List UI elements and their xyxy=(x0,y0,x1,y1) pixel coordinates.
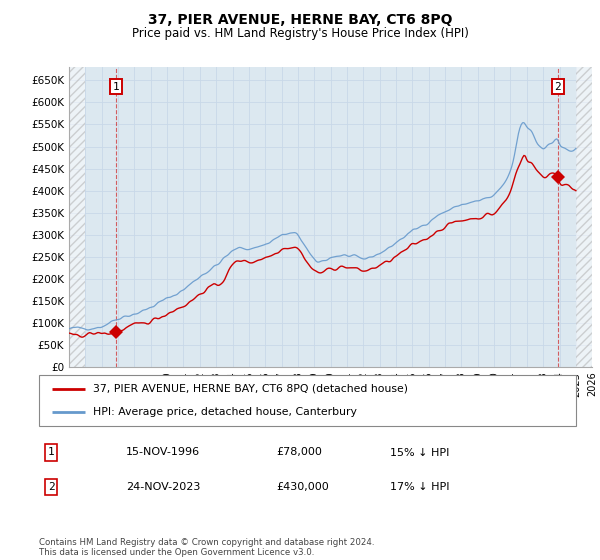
Text: 1: 1 xyxy=(113,82,119,92)
Text: £430,000: £430,000 xyxy=(276,482,329,492)
Text: 2: 2 xyxy=(554,82,561,92)
Text: 37, PIER AVENUE, HERNE BAY, CT6 8PQ: 37, PIER AVENUE, HERNE BAY, CT6 8PQ xyxy=(148,13,452,27)
Text: 24-NOV-2023: 24-NOV-2023 xyxy=(126,482,200,492)
Text: 37, PIER AVENUE, HERNE BAY, CT6 8PQ (detached house): 37, PIER AVENUE, HERNE BAY, CT6 8PQ (det… xyxy=(93,384,408,394)
Text: 15-NOV-1996: 15-NOV-1996 xyxy=(126,447,200,458)
Text: 17% ↓ HPI: 17% ↓ HPI xyxy=(390,482,449,492)
Text: 1: 1 xyxy=(47,447,55,458)
Bar xyxy=(576,67,592,367)
Bar xyxy=(69,67,85,367)
Text: HPI: Average price, detached house, Canterbury: HPI: Average price, detached house, Cant… xyxy=(93,407,356,417)
Text: Contains HM Land Registry data © Crown copyright and database right 2024.
This d: Contains HM Land Registry data © Crown c… xyxy=(39,538,374,557)
Text: 15% ↓ HPI: 15% ↓ HPI xyxy=(390,447,449,458)
Text: £78,000: £78,000 xyxy=(276,447,322,458)
Text: 2: 2 xyxy=(47,482,55,492)
Text: Price paid vs. HM Land Registry's House Price Index (HPI): Price paid vs. HM Land Registry's House … xyxy=(131,27,469,40)
